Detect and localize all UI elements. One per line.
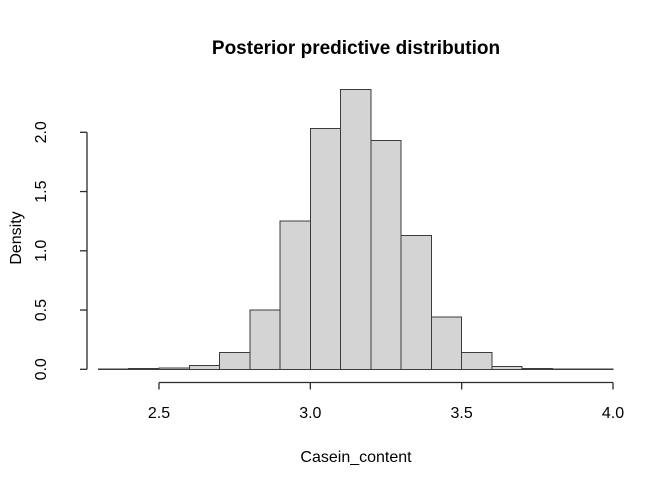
x-axis: 2.5 3.0 3.5 4.0 [148, 383, 624, 423]
x-tick-label: 3.5 [451, 405, 473, 422]
histogram-bar [250, 310, 280, 369]
histogram-bar [522, 369, 552, 370]
histogram-bar [129, 369, 159, 370]
y-tick-label: 0.5 [33, 299, 50, 321]
x-tick-label: 3.0 [299, 405, 321, 422]
histogram-bar [310, 129, 340, 370]
histogram-bar [280, 221, 310, 369]
histogram-bar [159, 368, 189, 369]
x-tick-label: 2.5 [148, 405, 170, 422]
y-tick-label: 1.5 [33, 180, 50, 202]
histogram-bar [492, 367, 522, 370]
x-tick-label: 4.0 [602, 405, 624, 422]
y-tick-label: 0.0 [33, 358, 50, 380]
plot-title: Posterior predictive distribution [212, 38, 500, 59]
histogram-bar [220, 353, 250, 370]
y-axis: 0.0 0.5 1.0 1.5 2.0 [33, 121, 87, 380]
histogram-bar [462, 353, 492, 370]
histogram-bar [431, 317, 461, 369]
histogram-bar [371, 141, 401, 370]
histogram-bars [99, 90, 614, 370]
histogram-bar [189, 365, 219, 369]
histogram-bar [341, 90, 371, 370]
y-tick-label: 1.0 [33, 240, 50, 262]
y-tick-label: 2.0 [33, 121, 50, 143]
y-axis-label: Density [8, 211, 25, 264]
histogram-bar [401, 235, 431, 369]
x-axis-label: Casein_content [300, 449, 412, 466]
